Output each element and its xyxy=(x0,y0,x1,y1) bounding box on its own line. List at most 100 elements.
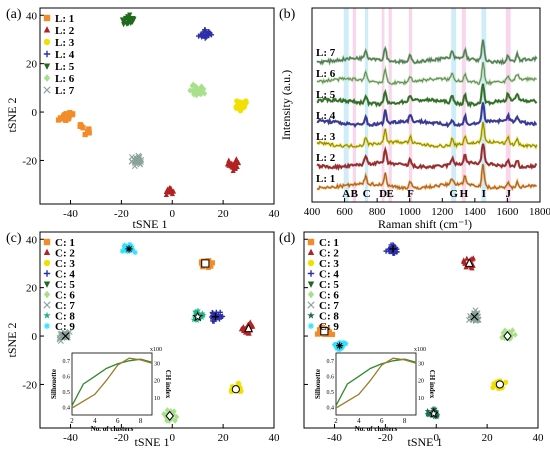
data-point xyxy=(203,29,209,35)
y-tick-label: 40 xyxy=(26,234,38,246)
legend-marker xyxy=(43,301,51,309)
legend-label: C: 5 xyxy=(319,279,339,291)
centroid-marker xyxy=(165,410,174,422)
inset-right-tick-label: 20 xyxy=(418,379,424,385)
data-point xyxy=(240,105,246,111)
data-point xyxy=(192,309,199,315)
data-point xyxy=(433,413,440,419)
legend-marker xyxy=(43,248,51,256)
data-point xyxy=(333,342,339,348)
spectrum-trace xyxy=(316,83,538,109)
data-point xyxy=(171,408,177,415)
legend-marker xyxy=(43,63,51,70)
x-tick-label: 1400 xyxy=(464,206,487,218)
inset-left-tick-label: 0.6 xyxy=(327,374,335,380)
inset-x-tick-label: 6 xyxy=(116,417,120,425)
x-axis-label: Raman shift (cm⁻¹) xyxy=(378,217,472,231)
centroid-marker xyxy=(495,380,504,389)
data-point xyxy=(235,159,242,166)
spectrum-label: L: 1 xyxy=(316,173,335,185)
inset-multiplier-label: x100 xyxy=(150,347,162,353)
legend-marker xyxy=(43,259,51,267)
plot-frame xyxy=(39,7,275,205)
x-tick-label: 800 xyxy=(369,206,386,218)
x-tick-label: -40 xyxy=(63,432,78,444)
panel-label-d: (d) xyxy=(279,231,296,246)
data-point xyxy=(132,249,138,255)
x-tick-label: 1600 xyxy=(496,206,519,218)
x-tick-label: 1800 xyxy=(529,206,550,218)
data-point xyxy=(125,14,131,21)
data-point xyxy=(388,242,394,248)
data-point xyxy=(193,92,200,99)
inset-left-tick-label: 0.7 xyxy=(63,359,71,365)
data-point xyxy=(70,111,76,117)
data-point xyxy=(60,113,67,119)
legend-marker xyxy=(43,74,51,82)
data-point xyxy=(173,413,180,421)
inset-left-axis-label: Silhouette xyxy=(314,369,322,399)
centroid-marker xyxy=(320,327,329,336)
x-axis-label: tSNE 1 xyxy=(132,217,167,231)
band-label: A xyxy=(342,188,350,200)
data-point xyxy=(430,405,436,412)
data-point xyxy=(203,34,209,40)
data-point xyxy=(250,323,256,329)
data-point xyxy=(235,102,241,108)
legend-label: L: 7 xyxy=(55,85,75,97)
data-point xyxy=(329,331,336,338)
data-point xyxy=(137,159,144,166)
data-point xyxy=(509,327,516,334)
data-point xyxy=(82,131,88,138)
data-point xyxy=(77,123,83,129)
data-point xyxy=(464,255,470,261)
centroid-marker xyxy=(211,313,220,321)
legend-label: C: 4 xyxy=(55,269,75,281)
x-tick-label: 40 xyxy=(269,208,281,220)
data-point xyxy=(314,331,321,337)
spectrum-label: L: 7 xyxy=(316,47,336,59)
inset-frame xyxy=(335,352,417,416)
data-point xyxy=(168,408,174,415)
x-tick-label: 600 xyxy=(336,206,353,218)
legend-label: C: 8 xyxy=(55,311,75,323)
data-point xyxy=(217,309,223,315)
plot-frame xyxy=(303,231,539,429)
band-F xyxy=(408,8,413,202)
data-point xyxy=(336,347,342,353)
y-axis-label: tSNE 2 xyxy=(5,97,19,132)
legend-label: C: 2 xyxy=(319,248,339,260)
data-point xyxy=(64,116,71,122)
centroid-marker xyxy=(389,245,397,253)
inset-x-tick-label: 8 xyxy=(403,417,407,425)
spectrum-label: L: 5 xyxy=(316,89,336,101)
data-point xyxy=(503,379,509,385)
x-tick-label: 0 xyxy=(170,432,176,444)
inset-x-tick-label: 6 xyxy=(380,417,384,425)
data-point xyxy=(138,156,145,163)
panel-label-a: (a) xyxy=(6,7,22,22)
x-tick-label: 1200 xyxy=(431,206,454,218)
x-tick-label: -20 xyxy=(114,208,129,220)
legend-label: C: 8 xyxy=(319,311,339,323)
inset-right-tick-label: 20 xyxy=(154,379,160,385)
legend-marker xyxy=(307,301,315,309)
data-point xyxy=(189,82,195,89)
data-point xyxy=(187,87,193,94)
y-axis-label: tSNE 2 xyxy=(5,322,19,357)
centroid-marker xyxy=(201,259,210,268)
centroid-marker xyxy=(61,332,70,341)
band-label: H xyxy=(460,188,469,200)
legend-label: C: 3 xyxy=(319,258,339,270)
legend-marker xyxy=(43,86,51,94)
x-tick-label: -40 xyxy=(327,432,342,444)
legend-label: L: 4 xyxy=(55,49,75,61)
legend-marker xyxy=(307,259,315,267)
data-point xyxy=(234,163,240,169)
data-point xyxy=(467,315,474,322)
legend-label: L: 3 xyxy=(55,37,75,49)
